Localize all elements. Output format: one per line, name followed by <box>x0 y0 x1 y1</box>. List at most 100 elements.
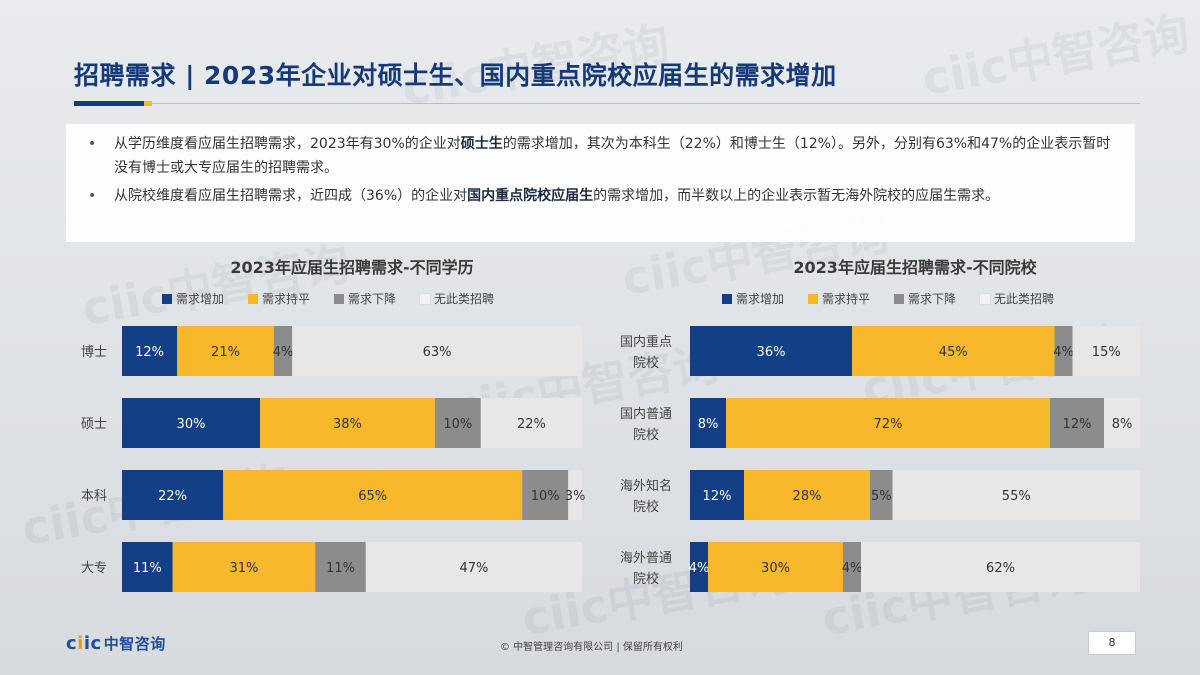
legend-swatch <box>722 293 732 304</box>
chart-legend-school: 需求增加 需求持平 需求下降 无此类招聘 <box>722 290 1054 307</box>
bullet-dot-icon: • <box>88 136 97 152</box>
bar-segment <box>861 542 1140 592</box>
bullet-highlight: 国内重点院校应届生 <box>467 188 594 204</box>
summary-box: • 从学历维度看应届生招聘需求，2023年有30%的企业对硕士生的需求增加，其次… <box>66 124 1135 242</box>
legend-item: 需求增加 <box>722 290 784 307</box>
bullet-text: 的需求增加，而半数以上的企业表示暂无海外院校的应届生需求。 <box>593 188 1000 204</box>
legend-swatch <box>808 293 819 304</box>
bar-value-label: 72% <box>874 417 903 432</box>
bullet-dot-icon: • <box>88 188 97 204</box>
bar-value-label: 4% <box>1053 345 1074 360</box>
bar-segment <box>843 542 861 592</box>
logo-letter: ic <box>83 633 102 654</box>
title-accent-mark <box>144 101 152 106</box>
bar-value-label: 15% <box>1092 345 1121 360</box>
bar-value-label: 22% <box>158 489 187 504</box>
category-label-line: 海外知名 <box>620 478 672 494</box>
bar-segment <box>708 542 843 592</box>
bar-segment <box>122 470 224 520</box>
legend-swatch <box>979 292 992 305</box>
bar-value-label: 65% <box>358 489 387 504</box>
category-label: 本科 <box>81 489 107 504</box>
legend-label: 无此类招聘 <box>434 292 495 306</box>
legend-item: 需求持平 <box>808 290 870 307</box>
bar-value-label: 21% <box>211 345 240 360</box>
legend-swatch <box>334 293 345 304</box>
bar-segment <box>1104 398 1140 448</box>
legend-item: 需求持平 <box>248 290 310 307</box>
category-label-line: 院校 <box>633 427 659 443</box>
bar-value-label: 12% <box>135 345 164 360</box>
bar-segment <box>690 398 726 448</box>
legend-label: 需求持平 <box>822 292 871 306</box>
bar-value-label: 11% <box>133 561 162 576</box>
chart-title-school: 2023年应届生招聘需求-不同院校 <box>793 258 1037 277</box>
bar-segment <box>690 326 852 376</box>
legend-label: 需求下降 <box>348 292 397 306</box>
category-label: 硕士 <box>81 417 107 432</box>
bar-segment <box>365 542 582 592</box>
bar-segment <box>568 470 582 520</box>
bar-segment <box>315 542 366 592</box>
legend-label: 需求增加 <box>176 292 225 306</box>
chart-title-education: 2023年应届生招聘需求-不同学历 <box>230 258 474 277</box>
legend-label: 需求持平 <box>262 292 311 306</box>
category-label-line: 国内重点 <box>620 334 672 350</box>
category-label: 博士 <box>81 345 107 360</box>
bar-segment <box>260 398 435 448</box>
bar-segment <box>172 542 316 592</box>
bullet-text: 从学历维度看应届生招聘需求，2023年有30%的企业对 <box>114 136 461 152</box>
category-label: 海外知名院校 <box>620 478 672 515</box>
bar-segment <box>122 326 178 376</box>
bar-segment <box>122 398 260 448</box>
page-number: 8 <box>1088 631 1136 655</box>
legend-swatch <box>248 293 259 304</box>
bar-segment <box>177 326 274 376</box>
bar-segment <box>223 470 523 520</box>
title-accent-bar <box>74 101 144 106</box>
category-label: 国内重点院校 <box>620 334 672 371</box>
bar-value-label: 5% <box>871 489 892 504</box>
bullet-text: 从院校维度看应届生招聘需求，近四成（36%）的企业对 <box>114 188 468 204</box>
bar-segment <box>273 326 293 376</box>
bar-segment <box>726 398 1050 448</box>
bar-value-label: 10% <box>443 417 472 432</box>
legend-swatch <box>419 292 432 305</box>
bar-value-label: 12% <box>703 489 732 504</box>
logo-letter: i <box>77 633 84 654</box>
category-label-line: 院校 <box>633 571 659 587</box>
bar-segment <box>892 470 1140 520</box>
summary-bullet: • 从院校维度看应届生招聘需求，近四成（36%）的企业对国内重点院校应届生的需求… <box>84 184 1117 208</box>
bar-value-label: 10% <box>531 489 560 504</box>
bar-segment <box>480 398 582 448</box>
bar-segment <box>1054 326 1073 376</box>
bar-value-label: 22% <box>517 417 546 432</box>
bullet-text: 的需求增加，其次为本科生（22%）和博士生（12%）。另外，分别有63%和47%… <box>114 136 1111 176</box>
title-divider <box>74 103 1140 104</box>
page-title: 招聘需求 | 2023年企业对硕士生、国内重点院校应届生的需求增加 <box>74 61 837 90</box>
legend-swatch <box>162 293 172 304</box>
bar-value-label: 31% <box>229 561 258 576</box>
summary-bullet: • 从学历维度看应届生招聘需求，2023年有30%的企业对硕士生的需求增加，其次… <box>84 132 1117 180</box>
legend-item: 需求增加 <box>162 290 224 307</box>
logo-cn-text: 中智咨询 <box>103 635 166 653</box>
bar-value-label: 45% <box>939 345 968 360</box>
legend-label: 需求下降 <box>908 292 957 306</box>
category-label: 国内普通院校 <box>620 406 672 443</box>
bar-segment <box>292 326 582 376</box>
bar-segment <box>690 470 744 520</box>
legend-label: 无此类招聘 <box>994 292 1055 306</box>
chart-legend-education: 需求增加 需求持平 需求下降 无此类招聘 <box>162 290 494 307</box>
bar-value-label: 30% <box>177 417 206 432</box>
bar-value-label: 11% <box>326 561 355 576</box>
bar-segment <box>122 542 173 592</box>
bar-value-label: 8% <box>1112 417 1133 432</box>
bar-value-label: 36% <box>757 345 786 360</box>
category-label-line: 国内普通 <box>620 406 672 422</box>
category-label: 海外普通院校 <box>620 551 672 587</box>
bar-value-label: 30% <box>761 561 790 576</box>
bar-value-label: 12% <box>1063 417 1092 432</box>
bar-segment <box>434 398 481 448</box>
bar-value-label: 28% <box>793 489 822 504</box>
bar-segment <box>1072 326 1140 376</box>
